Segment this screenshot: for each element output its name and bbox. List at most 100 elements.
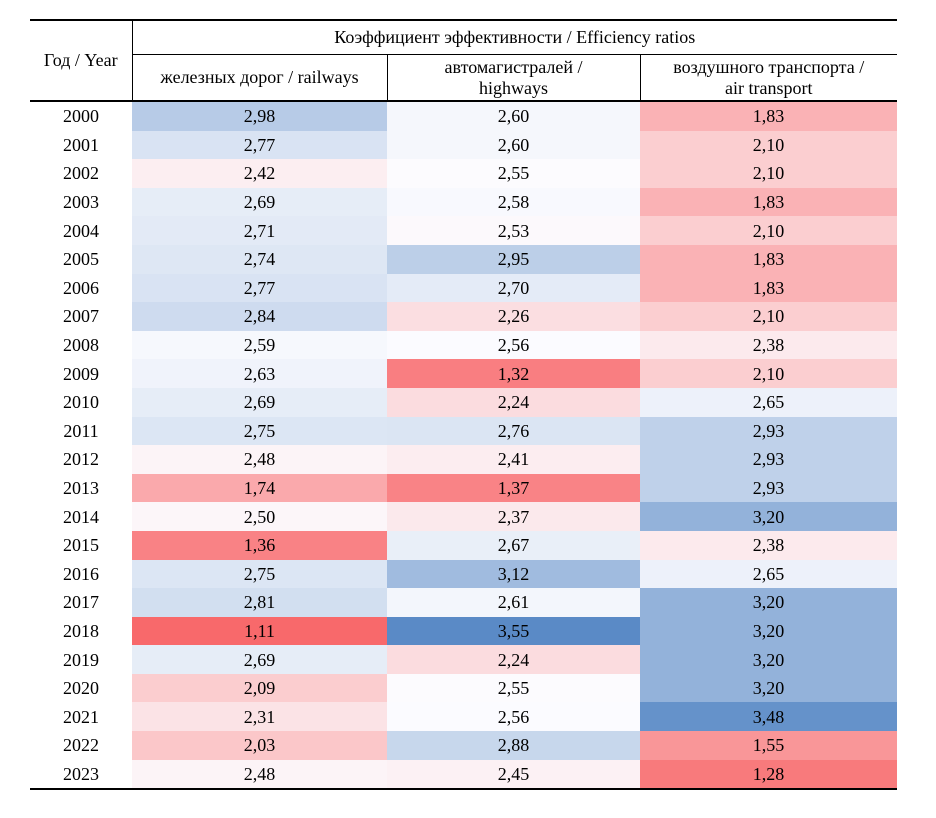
table-row: 2008 2,59 2,56 2,38 [30,330,897,360]
air-transport-cell: 3,20 [640,616,897,646]
header-row-columns: железных дорог / railways автомагистрале… [30,54,897,102]
railways-cell: 2,03 [132,731,387,760]
header-row-group: Год / Year Коэффициент эффективности / E… [30,20,897,102]
year-cell: 2012 [30,445,132,474]
railways-cell: 2,77 [132,273,387,303]
table-row: 2017 2,81 2,61 3,20 [30,588,897,617]
air-transport-cell: 2,10 [640,130,897,160]
year-cell: 2008 [30,330,132,360]
air-transport-cell: 3,20 [640,588,897,617]
table-row: 2011 2,75 2,76 2,93 [30,416,897,446]
highways-cell: 2,24 [387,645,640,674]
year-cell: 2010 [30,387,132,417]
air-transport-cell: 1,83 [640,273,897,303]
railways-cell: 1,74 [132,473,387,503]
highways-cell: 2,45 [387,759,640,790]
year-cell: 2015 [30,530,132,560]
table-row: 2007 2,84 2,26 2,10 [30,302,897,331]
railways-cell: 1,36 [132,530,387,560]
air-transport-cell: 3,48 [640,702,897,732]
air-transport-cell: 1,55 [640,731,897,760]
railways-cell: 2,48 [132,759,387,790]
table-row: 2022 2,03 2,88 1,55 [30,731,897,760]
highways-cell: 2,95 [387,244,640,274]
air-transport-cell: 1,83 [640,101,897,131]
table-row: 2016 2,75 3,12 2,65 [30,559,897,589]
year-cell: 2003 [30,187,132,217]
table-row: 2002 2,42 2,55 2,10 [30,159,897,188]
table-row: 2001 2,77 2,60 2,10 [30,130,897,160]
table-row: 2023 2,48 2,45 1,28 [30,759,897,790]
table-row: 2006 2,77 2,70 1,83 [30,273,897,303]
table-row: 2019 2,69 2,24 3,20 [30,645,897,674]
table-row: 2009 2,63 1,32 2,10 [30,359,897,388]
table-row: 2010 2,69 2,24 2,65 [30,387,897,417]
air-transport-cell: 2,10 [640,216,897,245]
table-row: 2003 2,69 2,58 1,83 [30,187,897,217]
year-cell: 2018 [30,616,132,646]
highways-cell: 2,60 [387,130,640,160]
year-cell: 2001 [30,130,132,160]
table-row: 2014 2,50 2,37 3,20 [30,502,897,531]
table-row: 2015 1,36 2,67 2,38 [30,530,897,560]
highways-cell: 3,55 [387,616,640,646]
highways-cell: 2,41 [387,445,640,474]
table-row: 2021 2,31 2,56 3,48 [30,702,897,732]
air-transport-column-header: воздушного транспорта / air transport [640,54,897,102]
railways-cell: 2,77 [132,130,387,160]
highways-cell: 2,88 [387,731,640,760]
year-column-header: Год / Year [30,20,133,102]
highways-cell: 1,32 [387,359,640,388]
table-row: 2012 2,48 2,41 2,93 [30,445,897,474]
efficiency-ratios-group-header: Коэффициент эффективности / Efficiency r… [132,20,897,55]
table-row: 2004 2,71 2,53 2,10 [30,216,897,245]
air-transport-cell: 2,10 [640,302,897,331]
efficiency-ratios-table-wrap: Год / Year Коэффициент эффективности / E… [30,19,897,791]
year-cell: 2005 [30,244,132,274]
railways-cell: 2,75 [132,559,387,589]
air-transport-cell: 2,65 [640,559,897,589]
railways-cell: 2,09 [132,673,387,703]
railways-cell: 2,98 [132,101,387,131]
air-transport-cell: 2,93 [640,473,897,503]
railways-cell: 2,69 [132,187,387,217]
railways-cell: 2,50 [132,502,387,531]
highways-cell: 2,37 [387,502,640,531]
highways-cell: 2,61 [387,588,640,617]
railways-column-header: железных дорог / railways [132,54,388,102]
year-cell: 2021 [30,702,132,732]
air-transport-cell: 1,83 [640,187,897,217]
railways-cell: 1,11 [132,616,387,646]
highways-column-header: автомагистралей / highways [387,54,641,102]
air-transport-cell: 3,20 [640,502,897,531]
railways-cell: 2,81 [132,588,387,617]
air-transport-cell: 1,28 [640,759,897,790]
air-transport-cell: 2,38 [640,330,897,360]
highways-cell: 2,60 [387,101,640,131]
railways-cell: 2,42 [132,159,387,188]
table-row: 2020 2,09 2,55 3,20 [30,673,897,703]
year-cell: 2014 [30,502,132,531]
year-cell: 2017 [30,588,132,617]
year-cell: 2019 [30,645,132,674]
table-row: 2018 1,11 3,55 3,20 [30,616,897,646]
air-transport-cell: 2,65 [640,387,897,417]
highways-cell: 2,24 [387,387,640,417]
highways-cell: 1,37 [387,473,640,503]
year-cell: 2020 [30,673,132,703]
railways-cell: 2,84 [132,302,387,331]
year-cell: 2009 [30,359,132,388]
air-transport-cell: 2,10 [640,359,897,388]
year-cell: 2006 [30,273,132,303]
year-cell: 2022 [30,731,132,760]
year-cell: 2004 [30,216,132,245]
year-cell: 2000 [30,101,132,131]
year-cell: 2013 [30,473,132,503]
highways-cell: 2,53 [387,216,640,245]
year-cell: 2007 [30,302,132,331]
table-row: 2000 2,98 2,60 1,83 [30,101,897,131]
highways-cell: 2,26 [387,302,640,331]
highways-cell: 2,70 [387,273,640,303]
table-header: Год / Year Коэффициент эффективности / E… [30,20,897,102]
highways-cell: 3,12 [387,559,640,589]
